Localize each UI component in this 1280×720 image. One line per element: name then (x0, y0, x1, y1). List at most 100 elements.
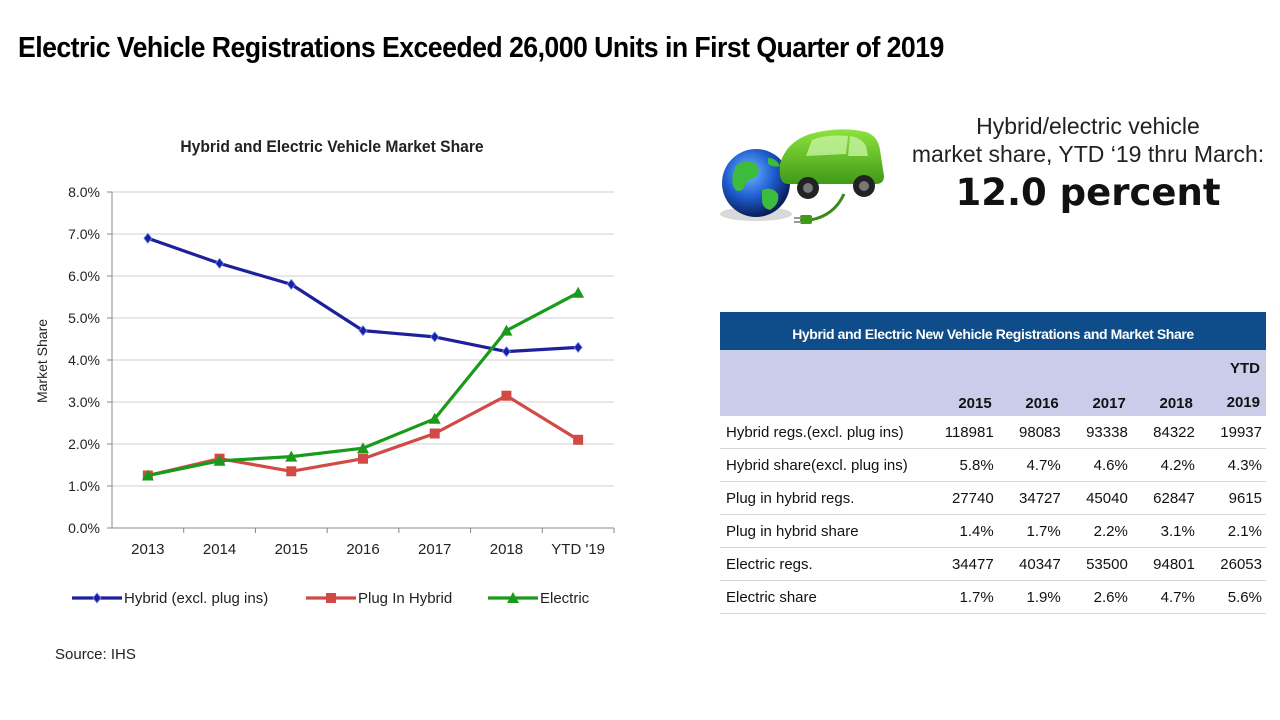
data-point (358, 453, 368, 464)
x-tick-label: 2015 (275, 541, 308, 558)
table-row: Electric regs. 34477 40347 53500 94801 26053 (720, 547, 1266, 581)
data-point (500, 324, 513, 336)
col-header-ytd-year: 2019 (1226, 394, 1260, 411)
table-row: Plug in hybrid regs. 27740 34727 45040 62847… (720, 481, 1266, 515)
globe-icon (720, 149, 792, 221)
data-point (141, 469, 154, 481)
table-cell: 4.7% (1131, 580, 1199, 614)
table-cell: 34727 (997, 481, 1065, 515)
stat-value: 12.0 percent (955, 171, 1221, 214)
row-label: Plug in hybrid regs. (720, 481, 920, 515)
y-tick-label: 6.0% (68, 268, 100, 284)
data-point (358, 324, 368, 337)
table-row: Hybrid regs.(excl. plug ins) 118981 98083 9… (720, 416, 1266, 449)
table-cell: 62847 (1131, 481, 1199, 515)
table-row: Plug in hybrid share 1.4% 1.7% 2.2% 3.1% 2.1% (720, 514, 1266, 548)
y-tick-label: 5.0% (68, 310, 100, 326)
x-tick-label: 2013 (131, 541, 164, 558)
y-tick-label: 8.0% (68, 184, 100, 200)
electric-car-icon (779, 129, 884, 199)
table-cell: 93338 (1064, 416, 1132, 449)
row-label: Electric regs. (720, 547, 920, 581)
data-point (143, 232, 153, 244)
table-cell: 1.9% (997, 580, 1065, 614)
data-point (286, 278, 296, 291)
y-tick-label: 0.0% (68, 520, 100, 536)
table-header-label (720, 350, 920, 416)
chart-gridlines (107, 191, 614, 529)
table-cell: 4.7% (997, 448, 1065, 482)
table-cell: 34477 (920, 547, 998, 581)
table-cell: 2.6% (1064, 580, 1132, 614)
data-point (213, 454, 226, 466)
x-tick-label: 2017 (418, 541, 451, 558)
x-tick-label: 2014 (203, 541, 236, 558)
stat-caption-line-1: Hybrid/electric vehicle (976, 113, 1200, 139)
car-globe-illustration (720, 129, 884, 224)
row-label: Hybrid share(excl. plug ins) (720, 448, 920, 482)
table-cell: 40347 (997, 547, 1065, 581)
data-point (501, 345, 511, 358)
data-point (357, 442, 369, 454)
data-point (573, 341, 583, 354)
stat-caption-line-2: market share, YTD ‘19 thru March: (911, 141, 1265, 167)
legend-item: Hybrid (excl. plug ins) (72, 590, 268, 607)
col-header-ytd-2019: YTD 2019 (1199, 350, 1266, 416)
table-cell: 98083 (997, 416, 1065, 449)
series-electric (141, 286, 585, 481)
table-header-row: 2015 2016 2017 2018 YTD 2019 (720, 350, 1266, 416)
legend-item: Electric (488, 590, 590, 607)
data-point (429, 428, 440, 439)
legend-label: Plug In Hybrid (358, 590, 452, 607)
chart-title: Hybrid and Electric Vehicle Market Share (180, 137, 483, 156)
data-point (501, 390, 512, 401)
x-axis-tick-labels: 2013 2014 2015 2016 2017 2018 YTD '19 (131, 541, 605, 558)
data-point (573, 434, 584, 445)
row-label: Hybrid regs.(excl. plug ins) (720, 416, 920, 449)
legend-swatch-marker (92, 592, 102, 604)
legend-label: Hybrid (excl. plug ins) (124, 590, 268, 607)
col-header-2016: 2016 (1025, 395, 1059, 412)
y-tick-label: 1.0% (68, 478, 100, 494)
page-title: Electric Vehicle Registrations Exceeded … (18, 32, 944, 64)
table-cell: 53500 (1064, 547, 1132, 581)
col-header-2017: 2017 (1092, 395, 1126, 412)
y-tick-label: 4.0% (68, 352, 100, 368)
table-cell: 4.6% (1064, 448, 1132, 482)
table-cell: 1.7% (920, 580, 998, 614)
table-cell: 4.2% (1131, 448, 1199, 482)
headline-stat: Hybrid/electric vehicle market share, YT… (900, 112, 1276, 216)
data-point (428, 412, 441, 424)
data-point (285, 450, 298, 462)
table-cell: 3.1% (1131, 514, 1199, 548)
x-tick-label: 2018 (490, 541, 523, 558)
table-cell: 2.2% (1064, 514, 1132, 548)
table-cell: 84322 (1131, 416, 1199, 449)
y-tick-label: 2.0% (68, 436, 100, 452)
col-header-ytd: YTD (1230, 360, 1260, 377)
table-title: Hybrid and Electric New Vehicle Registra… (720, 312, 1266, 350)
table-cell: 27740 (920, 481, 998, 515)
chart-axes (111, 192, 615, 533)
table-cell: 45040 (1064, 481, 1132, 515)
table-cell: 9615 (1198, 481, 1266, 515)
legend-swatch-marker (507, 592, 519, 603)
table-row: Hybrid share(excl. plug ins) 5.8% 4.7% 4.6%… (720, 448, 1266, 482)
y-axis-tick-labels: 0.0% 1.0% 2.0% 3.0% 4.0% 5.0% 6.0% 7.0% 8.0% (68, 184, 100, 536)
table-cell: 1.4% (920, 514, 998, 548)
data-point (286, 466, 297, 477)
x-tick-label: 2016 (346, 541, 379, 558)
series-hybrid-excl-plug-ins (143, 232, 583, 358)
plug-cord-icon (794, 193, 846, 224)
col-header-2018: 2018 (1159, 395, 1193, 412)
table-cell: 5.8% (920, 448, 998, 482)
table-cell: 1.7% (997, 514, 1065, 548)
table-row: Electric share 1.7% 1.9% 2.6% 4.7% 5.6% (720, 580, 1266, 614)
series-plug-in-hybrid (142, 390, 584, 481)
y-tick-label: 3.0% (68, 394, 100, 410)
data-point (215, 257, 225, 270)
source-note: Source: IHS (55, 646, 136, 663)
row-label: Plug in hybrid share (720, 514, 920, 548)
chart-legend: Hybrid (excl. plug ins) Plug In Hybrid Ele… (72, 590, 590, 607)
registrations-table: Hybrid and Electric New Vehicle Registra… (720, 312, 1266, 614)
